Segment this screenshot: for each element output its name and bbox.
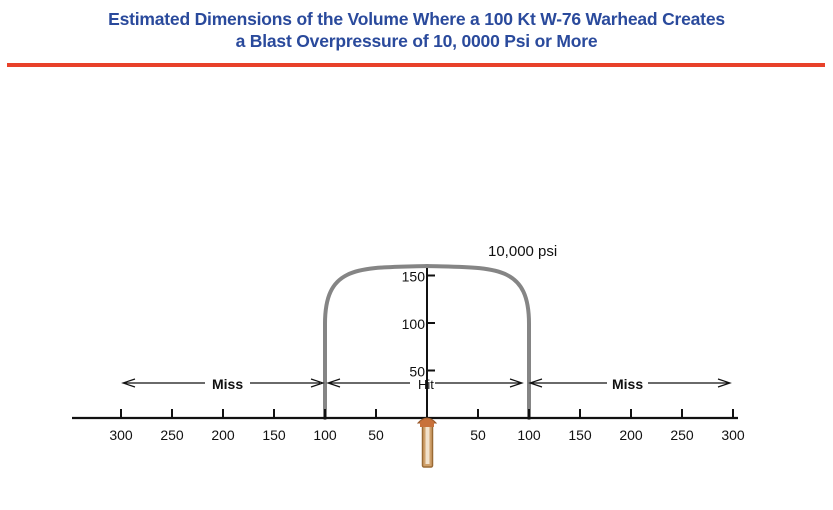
warhead-icon (416, 417, 438, 468)
miss-left-label: Miss (212, 376, 243, 392)
miss-right-label: Miss (612, 376, 643, 392)
horizontal-tick-label: 300 (109, 427, 133, 443)
title-line-2: a Blast Overpressure of 10, 0000 Psi or … (235, 31, 598, 51)
contour-label: 10,000 psi (488, 243, 557, 260)
horizontal-axis-ticks: 300 250 200 150 100 50 50 100 150 200 250 300 (109, 409, 745, 443)
horizontal-tick-label: 300 (721, 427, 745, 443)
horizontal-tick-label: 250 (160, 427, 184, 443)
horizontal-tick-label: 200 (619, 427, 643, 443)
vertical-tick-label: 150 (402, 269, 426, 285)
miss-right-arrow (528, 378, 732, 388)
horizontal-tick-label: 100 (313, 427, 337, 443)
horizontal-tick-label: 150 (568, 427, 592, 443)
vertical-tick-label: 100 (402, 316, 426, 332)
hit-arrow (326, 378, 524, 388)
miss-left-arrow (121, 378, 325, 388)
horizontal-tick-label: 50 (368, 427, 384, 443)
title-line-1: Estimated Dimensions of the Volume Where… (108, 9, 725, 29)
horizontal-tick-label: 250 (670, 427, 694, 443)
overpressure-contour (323, 263, 531, 420)
horizontal-tick-label: 100 (517, 427, 541, 443)
horizontal-tick-label: 50 (470, 427, 486, 443)
horizontal-tick-label: 150 (262, 427, 286, 443)
title-divider (7, 63, 825, 67)
horizontal-tick-label: 200 (211, 427, 235, 443)
vertical-tick-label: 50 (409, 364, 425, 380)
diagram-title: Estimated Dimensions of the Volume Where… (0, 8, 833, 52)
vertical-axis-ticks: 50 100 150 (402, 269, 435, 380)
hit-label: Hit (418, 377, 434, 392)
